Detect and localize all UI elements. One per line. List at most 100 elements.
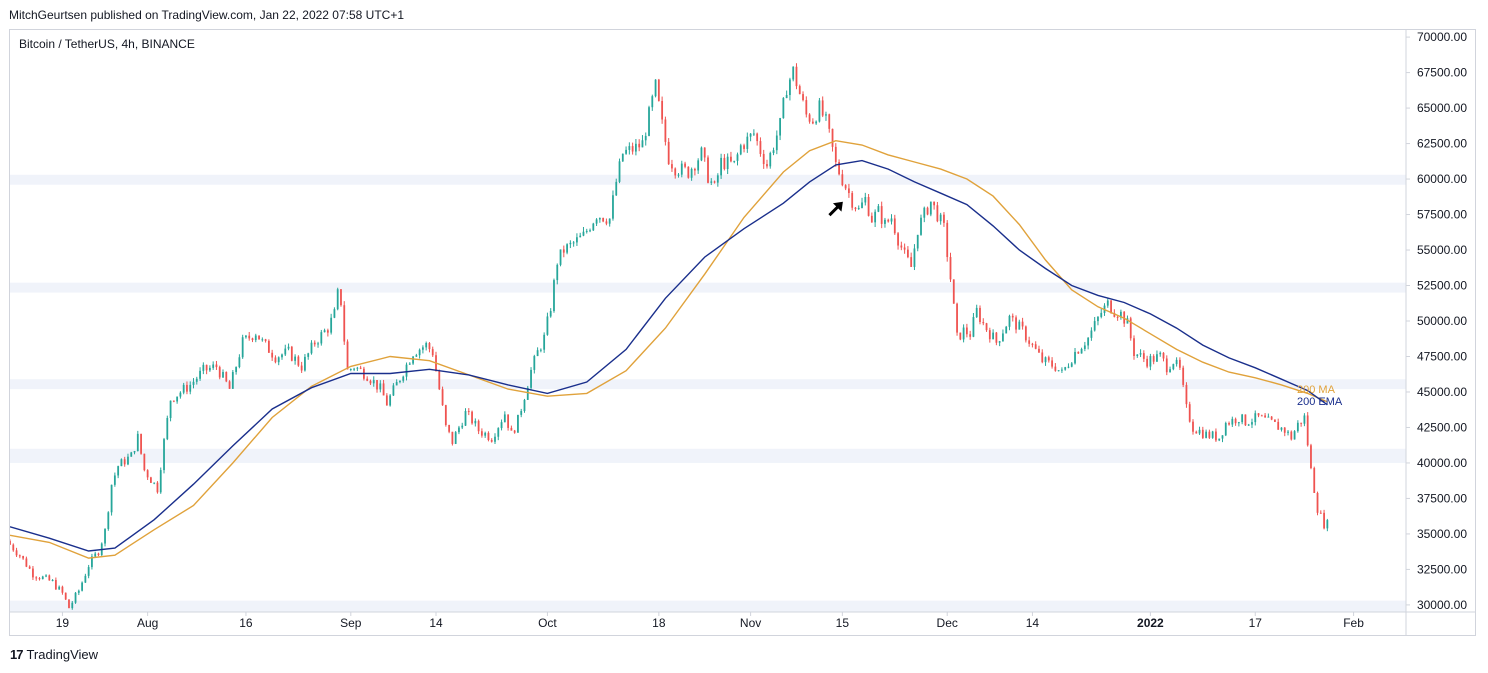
candle-body xyxy=(556,264,559,281)
candle-body xyxy=(241,337,244,358)
candle-body xyxy=(212,364,215,368)
candle-body xyxy=(1162,352,1165,359)
candle-body xyxy=(638,143,641,148)
candle-body xyxy=(1198,429,1201,434)
candle-body xyxy=(559,249,562,265)
candle-body xyxy=(795,66,798,87)
candle-body xyxy=(1139,353,1142,355)
candle-body xyxy=(536,350,539,357)
candle-body xyxy=(379,383,382,390)
candle-body xyxy=(841,174,844,186)
candle-body xyxy=(684,163,686,167)
candle-body xyxy=(245,335,247,338)
candle-body xyxy=(77,590,80,593)
candle-body xyxy=(723,157,726,170)
candle-body xyxy=(1277,421,1280,430)
candle-body xyxy=(641,140,644,148)
candle-body xyxy=(271,352,274,358)
candle-body xyxy=(851,193,854,208)
candle-body xyxy=(71,602,74,609)
candle-body xyxy=(12,544,15,551)
candle-body xyxy=(1251,422,1253,425)
x-tick-label: Nov xyxy=(740,616,761,630)
candle-body xyxy=(176,396,179,402)
candle-body xyxy=(408,363,411,365)
candle-body xyxy=(657,79,660,101)
candle-body xyxy=(231,372,234,389)
candle-body xyxy=(336,289,339,310)
candle-body xyxy=(848,188,850,194)
candle-body xyxy=(517,414,519,433)
candle-body xyxy=(1182,367,1185,385)
tradingview-branding[interactable]: 17 TradingView xyxy=(10,647,98,662)
candle-body xyxy=(1142,353,1145,359)
candle-body xyxy=(1011,315,1014,318)
candle-body xyxy=(1106,300,1109,306)
candle-body xyxy=(1156,354,1158,362)
candle-body xyxy=(208,367,211,371)
candle-body xyxy=(1205,431,1208,438)
candle-body xyxy=(805,100,808,115)
candle-body xyxy=(1074,351,1076,364)
candle-body xyxy=(635,143,637,152)
candle-body xyxy=(1218,438,1221,441)
y-tick-label: 70000.00 xyxy=(1417,30,1467,44)
candle-body xyxy=(261,339,264,341)
candle-body xyxy=(1090,330,1093,338)
candle-body xyxy=(415,355,418,357)
candle-body xyxy=(988,330,991,340)
candle-body xyxy=(1120,311,1122,318)
zones-group xyxy=(10,174,1406,612)
candle-body xyxy=(474,420,477,424)
candle-body xyxy=(156,482,159,493)
candle-body xyxy=(621,153,624,162)
y-tick-label: 45000.00 xyxy=(1417,385,1467,399)
x-tick-label: 18 xyxy=(652,616,666,630)
candle-body xyxy=(1257,413,1260,416)
candle-body xyxy=(281,354,283,358)
zone-band xyxy=(10,379,1406,390)
candle-body xyxy=(418,349,421,356)
y-tick-label: 65000.00 xyxy=(1417,101,1467,115)
candle-body xyxy=(779,118,781,136)
candle-body xyxy=(54,579,57,590)
candle-body xyxy=(1047,357,1050,361)
candle-body xyxy=(926,207,929,215)
candle-body xyxy=(798,86,801,95)
candle-body xyxy=(939,214,942,222)
x-tick-label: 16 xyxy=(239,616,253,630)
candle-body xyxy=(972,317,975,337)
candle-body xyxy=(906,249,909,258)
candle-body xyxy=(140,433,142,454)
candle-body xyxy=(995,332,998,343)
candle-body xyxy=(1159,352,1162,355)
candle-body xyxy=(503,414,506,423)
candle-body xyxy=(51,579,54,581)
candle-body xyxy=(612,195,614,219)
candle-body xyxy=(35,577,38,579)
candle-body xyxy=(893,218,896,234)
candle-body xyxy=(1133,338,1135,356)
candle-body xyxy=(671,164,673,169)
candle-body xyxy=(792,66,795,80)
candle-body xyxy=(510,427,513,431)
candle-body xyxy=(775,135,778,151)
candle-body xyxy=(254,335,257,341)
candle-body xyxy=(828,114,831,129)
candle-body xyxy=(834,146,837,163)
candle-body xyxy=(48,575,51,581)
candle-body xyxy=(15,550,18,556)
legend-label-ema: 200 EMA xyxy=(1297,396,1343,408)
candle-body xyxy=(759,141,762,154)
candle-body xyxy=(1041,352,1044,363)
candle-body xyxy=(772,150,775,153)
candle-body xyxy=(1172,364,1175,370)
candle-body xyxy=(389,395,392,406)
candle-body xyxy=(900,245,903,248)
candle-body xyxy=(431,349,434,356)
candle-body xyxy=(1021,321,1024,327)
candle-body xyxy=(317,343,319,345)
candle-body xyxy=(1234,418,1237,424)
candle-body xyxy=(739,145,742,155)
